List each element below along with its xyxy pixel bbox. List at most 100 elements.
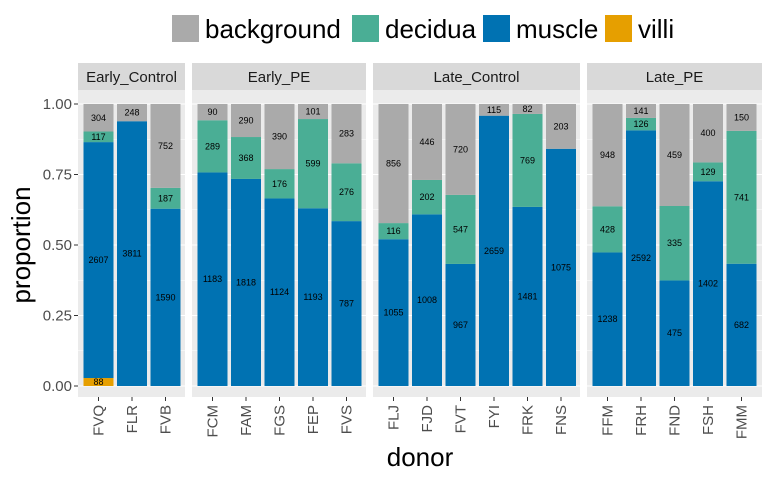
bar-segment-muscle (150, 208, 181, 386)
bar-segment-decidua (378, 223, 409, 240)
bar-FCM: 1183 289 90 (197, 104, 228, 386)
bar-segment-background (512, 104, 543, 114)
data-label-background: 141 (633, 106, 648, 116)
legend-label: background (205, 14, 341, 44)
data-label-decidua: 202 (419, 192, 434, 202)
data-label-background: 304 (91, 113, 106, 123)
bar-segment-background (693, 104, 723, 163)
x-tick-label: FND (667, 405, 684, 436)
bar-segment-background (592, 104, 623, 207)
data-label-background: 390 (272, 132, 287, 142)
data-label-background: 948 (600, 150, 615, 160)
bar-FLR: 3811 248 (117, 104, 147, 386)
x-axis-title: donor (387, 442, 454, 472)
bar-segment-muscle (197, 172, 228, 386)
data-label-decidua: 335 (667, 238, 682, 248)
x-tick-label: FRK (520, 405, 537, 435)
data-label-background: 283 (339, 129, 354, 139)
legend-label: muscle (516, 14, 598, 44)
data-label-decidua: 276 (339, 187, 354, 197)
data-label-background: 150 (734, 112, 749, 122)
data-label-decidua: 176 (272, 179, 287, 189)
data-label-muscle: 2592 (631, 253, 651, 263)
x-tick-label: FGS (272, 405, 289, 436)
facet-strip (587, 63, 762, 90)
data-label-decidua: 126 (633, 119, 648, 129)
bar-segment-muscle (378, 239, 409, 386)
legend-swatch (172, 15, 199, 42)
x-tick-label: FAM (238, 405, 255, 436)
bar-segment-decidua (264, 169, 295, 199)
bar-FAM: 1818 368 290 (231, 104, 261, 386)
x-tick-label: FLJ (386, 405, 403, 430)
bar-FRH: 2592 126 141 (626, 104, 656, 386)
data-label-muscle: 1818 (236, 277, 256, 287)
data-label-background: 400 (700, 128, 715, 138)
facet-strip (78, 63, 185, 90)
data-label-background: 248 (124, 108, 139, 118)
bar-FVT: 967 547 720 (445, 104, 476, 386)
bar-segment-background (150, 104, 181, 188)
facet-strip (373, 63, 580, 90)
x-tick-label: FJD (419, 405, 436, 433)
data-label-muscle: 1008 (417, 295, 437, 305)
bar-segment-background (83, 104, 114, 132)
bar-segment-muscle (412, 214, 442, 386)
bar-segment-background (412, 104, 442, 180)
bar-segment-muscle (83, 142, 114, 379)
facet-Early_PE: Early_PE 1183 289 90 FCM 1818 368 290 FAM 1124 176… (192, 63, 366, 438)
bar-segment-decidua (150, 187, 181, 209)
data-label-background: 459 (667, 150, 682, 160)
data-label-muscle: 1238 (597, 314, 617, 324)
x-tick-label: FRH (633, 405, 650, 436)
x-tick-label: FVS (339, 405, 356, 434)
bar-FND: 475 335 459 (659, 104, 690, 386)
facet-Early_Control: Early_Control 88 2607 117 304 FVQ 3811 248 FLR 15… (78, 63, 185, 436)
bar-FJD: 1008 202 446 (412, 104, 442, 386)
data-label-muscle: 475 (667, 328, 682, 338)
y-tick-label: 0.75 (43, 167, 72, 184)
data-label-muscle: 1590 (155, 292, 175, 302)
y-axis-title: proportion (6, 186, 36, 303)
bar-segment-muscle (726, 263, 757, 386)
bar-segment-background (378, 104, 409, 224)
data-label-decidua: 187 (158, 193, 173, 203)
bar-segment-decidua (592, 206, 623, 253)
facet-label: Late_PE (646, 69, 704, 86)
data-label-decidua: 116 (386, 226, 400, 236)
data-label-background: 101 (305, 107, 320, 117)
x-tick-label: FNS (553, 405, 570, 435)
bar-FRK: 1481 769 82 (512, 104, 543, 386)
bar-segment-decidua (726, 130, 757, 264)
data-label-background: 82 (522, 104, 532, 114)
bar-segment-background (626, 104, 656, 118)
data-label-decidua: 741 (734, 192, 749, 202)
bar-segment-background (546, 104, 576, 149)
bar-segment-decidua (412, 179, 442, 215)
bar-segment-decidua (331, 163, 362, 222)
bar-segment-muscle (626, 130, 656, 386)
bar-FYI: 2659 115 (479, 104, 509, 386)
bar-FMM: 682 741 150 (726, 104, 757, 386)
bar-segment-background (298, 104, 328, 120)
bar-FVB: 1590 187 752 (150, 104, 181, 386)
data-label-villi: 88 (93, 377, 103, 387)
bar-segment-decidua (197, 120, 228, 173)
bar-segment-muscle (231, 178, 261, 386)
data-label-background: 720 (453, 144, 468, 154)
bar-segment-muscle (445, 263, 476, 386)
data-label-decidua: 289 (205, 141, 220, 151)
bar-segment-background (264, 104, 295, 170)
data-label-muscle: 1481 (517, 291, 537, 301)
y-tick-label: 0.00 (43, 378, 72, 395)
bar-segment-muscle (659, 280, 690, 386)
x-tick-label: FVT (453, 405, 470, 433)
data-label-background: 856 (386, 159, 401, 169)
x-tick-label: FSH (700, 405, 717, 435)
plot-area: Early_Control 88 2607 117 304 FVQ 3811 248 FLR 15… (78, 63, 762, 439)
legend-item-background: background (172, 14, 341, 44)
legend-item-villi: villi (605, 14, 674, 44)
data-label-decidua: 769 (520, 155, 535, 165)
legend-swatch (352, 15, 379, 42)
bar-segment-muscle (264, 198, 295, 386)
